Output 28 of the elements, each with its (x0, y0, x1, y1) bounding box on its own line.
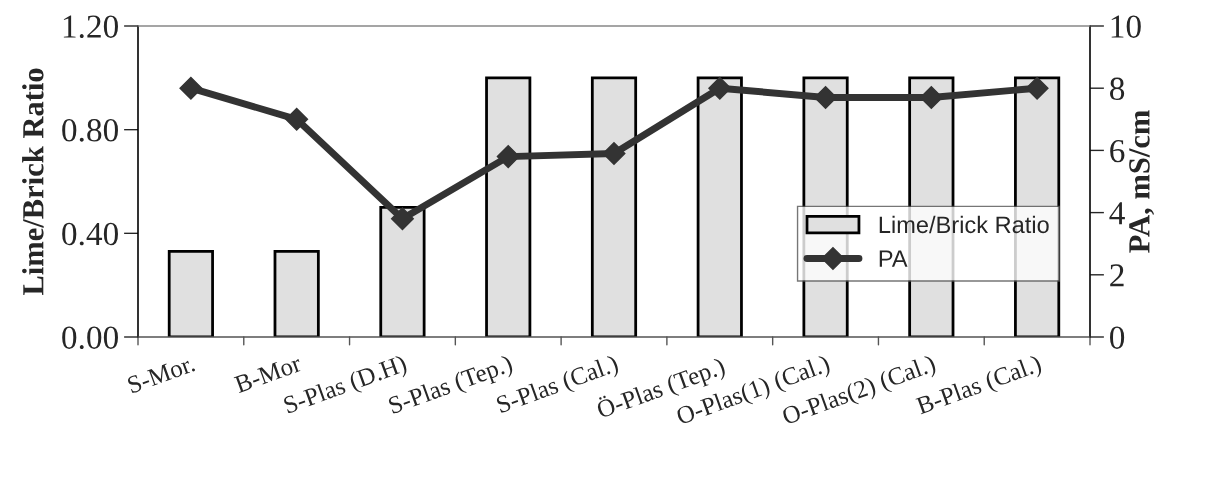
point (602, 142, 626, 166)
y-tick-label: 1.20 (63, 15, 118, 39)
bar (379, 206, 426, 337)
y-tick-label: 0.80 (62, 119, 118, 142)
y-axis-title: Lime/Brick Ratio (22, 68, 44, 296)
point (1025, 76, 1049, 100)
y2-tick-label: 0 (1110, 326, 1125, 349)
y2-tick-label: 8 (1110, 77, 1125, 101)
y2-tick-label: 10 (1111, 15, 1141, 38)
point (390, 207, 414, 231)
legend-label: PA (879, 250, 908, 267)
bar (273, 250, 320, 337)
point (285, 107, 309, 131)
y2-tick-label: 2 (1110, 264, 1124, 287)
bar (485, 76, 532, 337)
x-tick-label: S-Mor. (126, 354, 196, 394)
y2-axis-title: PA, mS/cm (1129, 110, 1155, 253)
point (708, 76, 732, 100)
y2-tick-label: 6 (1110, 139, 1125, 163)
bar (696, 76, 743, 337)
y-tick-label: 0.40 (62, 222, 118, 246)
y2-tick-label: 4 (1109, 202, 1125, 225)
y-tick-label: 0.00 (62, 326, 118, 350)
point (179, 76, 203, 100)
legend-label: Lime/Brick Ratio (879, 215, 1049, 234)
point (496, 145, 520, 169)
bar (167, 250, 214, 337)
bar (590, 76, 638, 337)
